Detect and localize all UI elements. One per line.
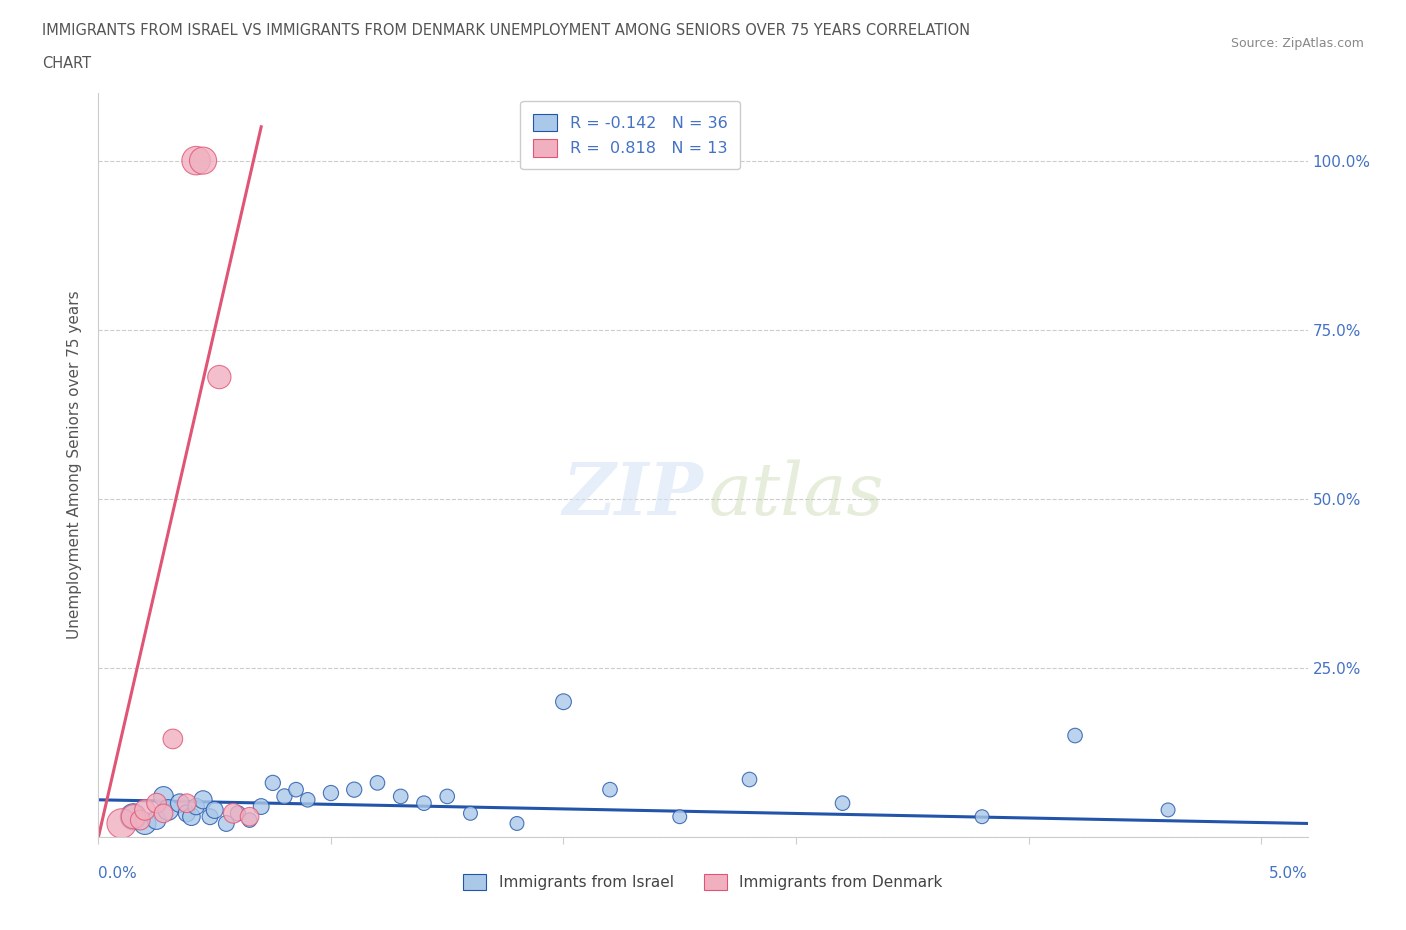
Point <box>169 796 191 811</box>
Text: 5.0%: 5.0% <box>1268 866 1308 881</box>
Point <box>134 816 156 830</box>
Point <box>176 796 198 811</box>
Point <box>122 809 145 824</box>
Point <box>436 789 458 804</box>
Legend: Immigrants from Israel, Immigrants from Denmark: Immigrants from Israel, Immigrants from … <box>457 868 949 897</box>
Text: 0.0%: 0.0% <box>98 866 138 881</box>
Point <box>191 153 214 168</box>
Point <box>122 809 145 824</box>
Point <box>506 816 529 830</box>
Point <box>297 792 319 807</box>
Point <box>413 796 436 811</box>
Point <box>191 792 214 807</box>
Point <box>389 789 412 804</box>
Point <box>319 786 342 801</box>
Point <box>145 796 167 811</box>
Text: atlas: atlas <box>709 459 884 530</box>
Point <box>162 732 184 747</box>
Point <box>343 782 366 797</box>
Point <box>176 806 198 821</box>
Point <box>553 695 575 710</box>
Point <box>460 806 482 821</box>
Point <box>250 799 273 814</box>
Text: ZIP: ZIP <box>562 459 703 530</box>
Point <box>129 813 152 828</box>
Point <box>831 796 853 811</box>
Point <box>198 809 221 824</box>
Point <box>366 776 388 790</box>
Point <box>152 806 174 821</box>
Point <box>204 803 226 817</box>
Point <box>239 813 262 828</box>
Point <box>1157 803 1180 817</box>
Point <box>738 772 761 787</box>
Y-axis label: Unemployment Among Seniors over 75 years: Unemployment Among Seniors over 75 years <box>67 291 83 639</box>
Point <box>285 782 308 797</box>
Point <box>145 813 167 828</box>
Point <box>152 789 174 804</box>
Point <box>262 776 284 790</box>
Point <box>157 803 180 817</box>
Point <box>273 789 295 804</box>
Point <box>239 809 262 824</box>
Point <box>222 806 245 821</box>
Point <box>208 369 231 384</box>
Text: CHART: CHART <box>42 56 91 71</box>
Point <box>184 799 207 814</box>
Point <box>970 809 993 824</box>
Point <box>1064 728 1087 743</box>
Text: IMMIGRANTS FROM ISRAEL VS IMMIGRANTS FROM DENMARK UNEMPLOYMENT AMONG SENIORS OVE: IMMIGRANTS FROM ISRAEL VS IMMIGRANTS FRO… <box>42 23 970 38</box>
Point <box>226 806 249 821</box>
Text: Source: ZipAtlas.com: Source: ZipAtlas.com <box>1230 37 1364 50</box>
Point <box>111 816 134 830</box>
Point <box>180 809 202 824</box>
Point <box>599 782 621 797</box>
Point <box>215 816 238 830</box>
Point <box>668 809 690 824</box>
Point <box>134 803 156 817</box>
Point <box>184 153 207 168</box>
